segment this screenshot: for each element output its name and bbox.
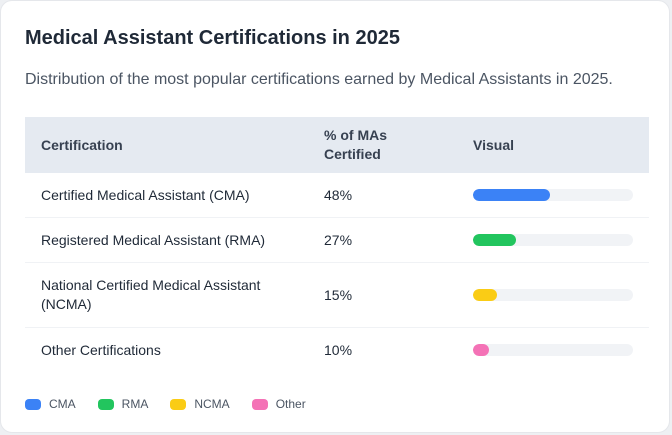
certification-visual bbox=[457, 217, 649, 263]
column-header-certification: Certification bbox=[41, 136, 123, 153]
chart-subtitle: Distribution of the most popular certifi… bbox=[25, 71, 613, 88]
table-body: Certified Medical Assistant (CMA) 48% Regi… bbox=[25, 173, 649, 372]
certification-name: Registered Medical Assistant (RMA) bbox=[25, 217, 308, 263]
certification-percent: 48% bbox=[308, 173, 457, 218]
legend-label: CMA bbox=[49, 397, 76, 411]
legend-label: NCMA bbox=[194, 397, 230, 411]
certification-percent: 10% bbox=[324, 341, 353, 358]
column-header-percent-line1: % of MAs bbox=[324, 127, 387, 143]
table-row: Registered Medical Assistant (RMA) 27% bbox=[25, 217, 649, 263]
bar-ncma bbox=[473, 289, 497, 301]
legend-label: RMA bbox=[121, 397, 149, 411]
certification-visual bbox=[457, 173, 649, 218]
certification-name: Other Certifications bbox=[41, 341, 161, 358]
legend-item-rma: RMA bbox=[97, 397, 149, 411]
table-header-row: Certification % of MAs Certified Visual bbox=[25, 117, 649, 173]
chart-legend: CMA RMA NCMA Other bbox=[25, 397, 328, 411]
legend-label: Other bbox=[275, 397, 306, 411]
bar-rma bbox=[473, 234, 517, 246]
legend-item-ncma: NCMA bbox=[170, 397, 230, 411]
bar-track bbox=[473, 189, 633, 201]
table-row: Certified Medical Assistant (CMA) 48% bbox=[25, 173, 649, 218]
column-header-visual: Visual bbox=[473, 136, 514, 153]
column-header-percent: % of MAs Certified bbox=[308, 117, 457, 173]
legend-swatch bbox=[97, 398, 114, 410]
certification-percent: 15% bbox=[308, 262, 457, 328]
legend-item-other: Other bbox=[251, 397, 306, 411]
bar-track bbox=[473, 234, 633, 246]
table-row: Other Certifications 10% bbox=[25, 328, 649, 373]
bar-cma bbox=[473, 189, 550, 201]
bar-other bbox=[473, 344, 489, 356]
certification-name: National Certified Medical Assistant (NC… bbox=[25, 262, 308, 328]
legend-swatch bbox=[25, 398, 41, 410]
bar-track bbox=[473, 344, 633, 356]
certification-visual bbox=[457, 328, 649, 373]
certification-name: Certified Medical Assistant (CMA) bbox=[25, 173, 308, 218]
legend-item-cma: CMA bbox=[25, 397, 76, 411]
certification-visual bbox=[457, 262, 649, 328]
column-header-percent-line2: Certified bbox=[324, 146, 381, 162]
legend-swatch bbox=[251, 398, 268, 410]
certification-table: Certification % of MAs Certified Visual … bbox=[25, 117, 649, 372]
legend-swatch bbox=[170, 398, 187, 410]
table-row: National Certified Medical Assistant (NC… bbox=[25, 262, 649, 328]
bar-track bbox=[473, 289, 633, 301]
chart-title: Medical Assistant Certifications in 2025 bbox=[25, 27, 400, 49]
certification-percent: 27% bbox=[308, 217, 457, 263]
